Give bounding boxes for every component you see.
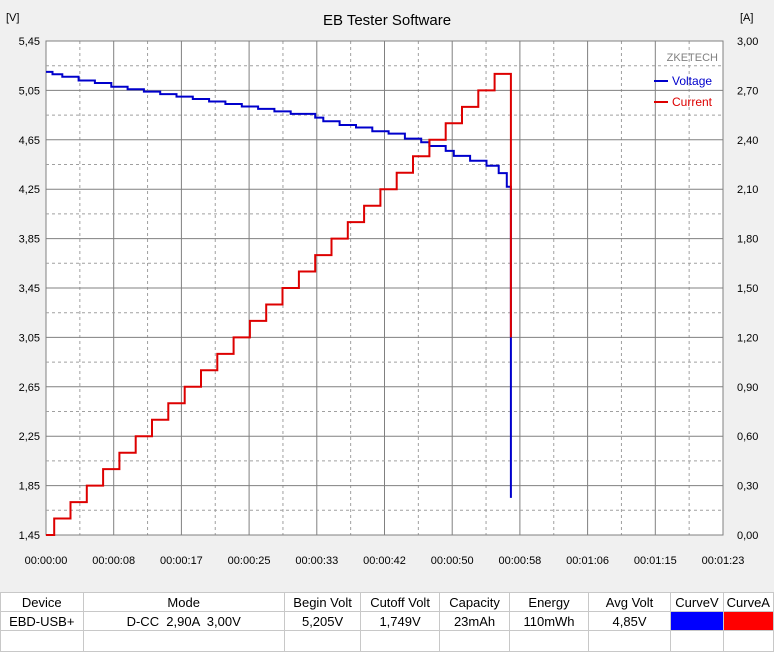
header-capacity: Capacity: [438, 592, 511, 612]
y-right-tick-label: 0,90: [737, 382, 758, 394]
y-left-tick-label: 4,25: [19, 184, 40, 196]
cell-cutoff-volt: 1,749V: [360, 611, 440, 631]
y-right-tick-label: 0,30: [737, 481, 758, 493]
legend-label-voltage: Voltage: [672, 74, 712, 88]
y-right-tick-label: 2,10: [737, 184, 758, 196]
curve-v-swatch[interactable]: [670, 611, 724, 631]
x-tick-label: 00:00:50: [431, 555, 474, 567]
y-left-tick-label: 5,05: [19, 85, 40, 97]
y-left-tick-label: 3,85: [19, 234, 40, 246]
y-left-unit-label: [V]: [6, 12, 19, 24]
y-right-tick-label: 1,50: [737, 283, 758, 295]
chart-area: 5,45 5,05 4,65 4,25 3,85 3,45 3,05 2,65 2,25 1,85…: [6, 12, 758, 567]
header-cutoff-volt: Cutoff Volt: [360, 592, 440, 612]
cell-mode: D-CC 2,90A 3,00V: [82, 611, 285, 631]
y-left-tick-label: 5,45: [19, 36, 40, 48]
cell-avg-volt: 4,85V: [587, 611, 672, 631]
y-left-tick-label: 1,85: [19, 481, 40, 493]
y-left-tick-label: 2,65: [19, 382, 40, 394]
cell-capacity: 23mAh: [438, 611, 511, 631]
info-table: Device Mode Begin Volt Cutoff Volt Capac…: [0, 592, 774, 652]
y-right-unit-label: [A]: [740, 12, 753, 24]
cell-begin-volt: 5,205V: [283, 611, 362, 631]
table-row-empty: [0, 630, 774, 652]
y-right-tick-label: 3,00: [737, 36, 758, 48]
table-header-row: Device Mode Begin Volt Cutoff Volt Capac…: [0, 592, 774, 612]
x-tick-label: 00:01:06: [566, 555, 609, 567]
y-left-tick-label: 3,05: [19, 332, 40, 344]
x-tick-label: 00:00:00: [25, 555, 68, 567]
y-right-tick-label: 2,70: [737, 85, 758, 97]
header-avg-volt: Avg Volt: [587, 592, 672, 612]
curve-a-swatch[interactable]: [722, 611, 774, 631]
y-right-tick-label: 0,60: [737, 431, 758, 443]
header-mode: Mode: [82, 592, 285, 612]
header-curve-v: CurveV: [670, 592, 724, 612]
chart-svg: 5,45 5,05 4,65 4,25 3,85 3,45 3,05 2,65 2,25 1,85…: [6, 12, 758, 567]
header-energy: Energy: [509, 592, 589, 612]
x-tick-label: 00:00:42: [363, 555, 406, 567]
header-curve-a: CurveA: [722, 592, 774, 612]
cell-device: EBD-USB+: [0, 611, 84, 631]
y-left-tick-label: 4,65: [19, 135, 40, 147]
zketech-watermark: ZKETECH: [667, 52, 718, 64]
x-tick-label: 00:00:08: [92, 555, 135, 567]
y-right-tick-label: 1,80: [737, 234, 758, 246]
legend-label-current: Current: [672, 95, 713, 109]
y-right-tick-label: 0,00: [737, 530, 758, 542]
y-left-tick-label: 1,45: [19, 530, 40, 542]
header-begin-volt: Begin Volt: [283, 592, 362, 612]
cell-energy: 110mWh: [509, 611, 589, 631]
series-line-voltage: [46, 70, 512, 498]
table-row[interactable]: EBD-USB+ D-CC 2,90A 3,00V 5,205V 1,749V …: [0, 611, 774, 631]
x-tick-label: 00:00:58: [498, 555, 541, 567]
y-left-tick-label: 2,25: [19, 431, 40, 443]
y-left-tick-label: 3,45: [19, 283, 40, 295]
y-right-tick-label: 1,20: [737, 332, 758, 344]
x-tick-label: 00:00:25: [228, 555, 271, 567]
x-tick-label: 00:00:17: [160, 555, 203, 567]
header-device: Device: [0, 592, 84, 612]
x-tick-label: 00:00:33: [295, 555, 338, 567]
chart-title: EB Tester Software: [323, 12, 451, 29]
y-right-tick-label: 2,40: [737, 135, 758, 147]
x-tick-label: 00:01:15: [634, 555, 677, 567]
series-line-current: [46, 72, 512, 536]
x-tick-label: 00:01:23: [702, 555, 745, 567]
